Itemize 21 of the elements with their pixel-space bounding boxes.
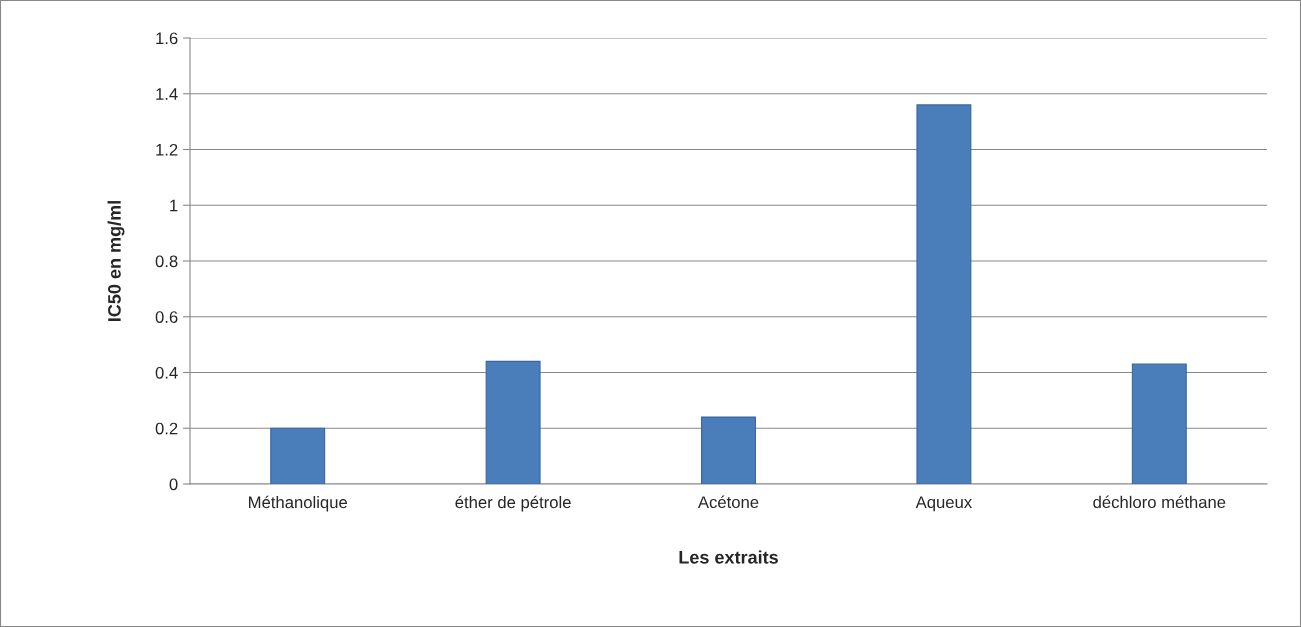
- y-tick-label: 0.4: [155, 366, 178, 379]
- bar: [916, 104, 972, 484]
- bar: [1131, 363, 1187, 484]
- y-tick-label: 1.2: [156, 143, 178, 156]
- bar: [485, 360, 541, 484]
- y-axis-title: IC50 en mg/ml: [107, 201, 125, 321]
- x-tick-label: Acétone: [697, 495, 759, 509]
- y-tick-label: 0.8: [155, 255, 178, 268]
- x-tick-label: Méthanolique: [249, 495, 347, 512]
- y-tick-label: 1.4: [156, 88, 178, 100]
- x-tick-label: éther de pétrole: [455, 495, 571, 512]
- y-tick-label: 0.2: [155, 422, 178, 435]
- y-tick-label: 0.6: [155, 311, 178, 323]
- y-tick-label: 1: [170, 199, 178, 212]
- x-tick-label: Aqueux: [915, 496, 972, 512]
- bar: [270, 427, 326, 484]
- bar: [701, 416, 756, 484]
- y-tick-label: 0: [169, 478, 178, 491]
- y-tick-label: 1.6: [156, 32, 178, 45]
- x-tick-label: déchloro méthane: [1093, 495, 1226, 509]
- x-axis-title: Les extraits: [679, 550, 778, 564]
